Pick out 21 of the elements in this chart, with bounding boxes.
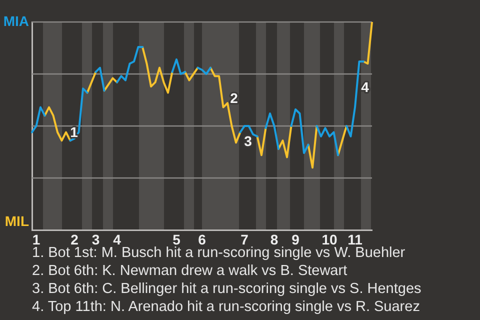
x-tick-label: 6 <box>198 231 206 248</box>
x-tick-label: 3 <box>92 231 100 248</box>
x-tick-label: 5 <box>172 231 181 248</box>
x-tick-label: 11 <box>348 231 363 248</box>
text: 4. Top 11th: N. Arenado hit a run-scoring single vs R. Suarez <box>32 298 421 316</box>
x-tick-label: 8 <box>270 231 278 248</box>
annotation: 1 <box>70 124 78 140</box>
text: MIL <box>4 212 30 229</box>
x-tick-label: 10 <box>322 231 338 248</box>
annotation: 2 <box>230 90 238 106</box>
x-tick-label: 2 <box>70 231 79 248</box>
x-tick-label: 1 <box>32 231 40 248</box>
text: 1. Bot 1st: M. Busch hit a run-scoring single vs W. Buehler <box>32 245 406 262</box>
annotation: 3 <box>244 132 252 149</box>
text: 3. Bot 6th: C. Bellinger hit a run-scoring single vs S. Hentges <box>32 280 422 298</box>
x-tick-label: 4 <box>113 231 122 248</box>
text: MIA <box>3 12 29 29</box>
annotation: 4 <box>361 78 370 95</box>
x-tick-label: 9 <box>292 231 300 248</box>
x-tick-label: 7 <box>240 231 249 248</box>
text: 2. Bot 6th: K. Newman drew a walk vs B. Stewart <box>32 262 348 280</box>
